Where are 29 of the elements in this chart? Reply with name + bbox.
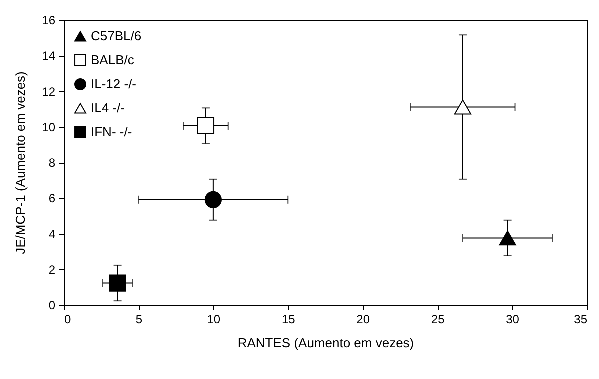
y-tick-label: 0 (48, 298, 56, 312)
legend-label: BALB/c (91, 52, 135, 68)
y-tick-label: 12 (42, 84, 56, 99)
point (454, 100, 472, 115)
x-axis-title: RANTES (Aumento em vezes) (238, 336, 414, 350)
y-tick-label: 8 (48, 156, 56, 170)
x-tick-label: 30 (506, 312, 520, 326)
x-tick-label: 20 (356, 312, 370, 326)
legend-label: IL4 -/- (91, 100, 125, 116)
x-tick-label: 10 (207, 312, 221, 326)
point (204, 191, 222, 208)
point (197, 117, 215, 135)
y-tick-label: 4 (48, 227, 56, 242)
x-tick-label: 5 (136, 312, 143, 326)
x-tick-label: 15 (282, 312, 296, 326)
point (109, 274, 126, 292)
y-tick-label: 16 (42, 14, 56, 28)
legend-label: C57BL/6 (91, 28, 142, 44)
point (499, 230, 516, 246)
x-tick-label: 0 (64, 312, 72, 326)
y-tick-label: 2 (48, 262, 56, 277)
legend-label: IL-12 -/- (91, 76, 137, 92)
y-tick-label: 10 (42, 120, 56, 134)
y-axis-title: JE/MCP-1 (Aumento em vezes) (13, 72, 28, 254)
x-tick-label: 25 (431, 312, 446, 326)
y-tick-label: 6 (48, 192, 56, 206)
y-tick-label: 14 (42, 49, 56, 64)
legend-label: IFN- -/- (91, 124, 132, 140)
x-tick-label: 35 (574, 312, 588, 326)
